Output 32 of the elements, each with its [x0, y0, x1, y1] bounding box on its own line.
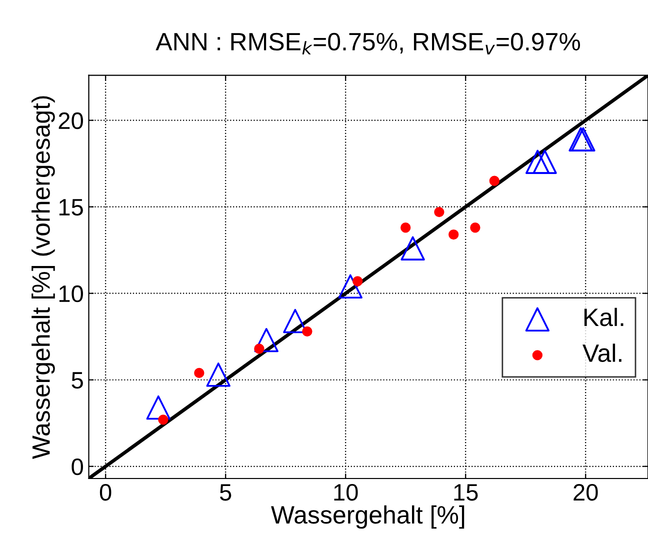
- point: [400, 222, 411, 233]
- point: [525, 150, 550, 174]
- point: [194, 368, 204, 378]
- point: [489, 176, 500, 186]
- y-tick-label: 15: [59, 199, 83, 216]
- y-tick-label: 10: [59, 285, 83, 302]
- x-tick-label: 15: [454, 484, 478, 501]
- point: [470, 222, 480, 233]
- point: [434, 206, 444, 218]
- point: [302, 326, 312, 337]
- point: [532, 150, 557, 174]
- legend-label: Val.: [582, 344, 622, 362]
- point: [254, 344, 264, 354]
- point: [400, 236, 425, 260]
- point: [338, 274, 362, 299]
- y-tick-label: 20: [58, 112, 83, 130]
- legend-label: Kal.: [584, 308, 624, 326]
- point: [146, 395, 170, 420]
- point: [448, 229, 459, 240]
- x-tick-label: 0: [100, 484, 112, 501]
- point: [352, 276, 363, 286]
- x-axis-title: Wassergehalt [%]: [271, 505, 464, 529]
- chart-title: ANN : RMSE$_{k}$=0.75%, RMSE$_{v}$=0.97%: [156, 32, 580, 54]
- x-tick-label: 5: [220, 484, 232, 501]
- point: [254, 328, 278, 352]
- y-axis-title: Wassergehalt [%] (vorhergesagt): [32, 96, 55, 460]
- y-tick-label: 5: [72, 372, 83, 389]
- y-tick-label: 0: [72, 458, 83, 476]
- x-tick-label: 20: [574, 484, 598, 501]
- point: [158, 414, 168, 425]
- x-tick-label: 10: [334, 484, 358, 501]
- point: [206, 362, 230, 387]
